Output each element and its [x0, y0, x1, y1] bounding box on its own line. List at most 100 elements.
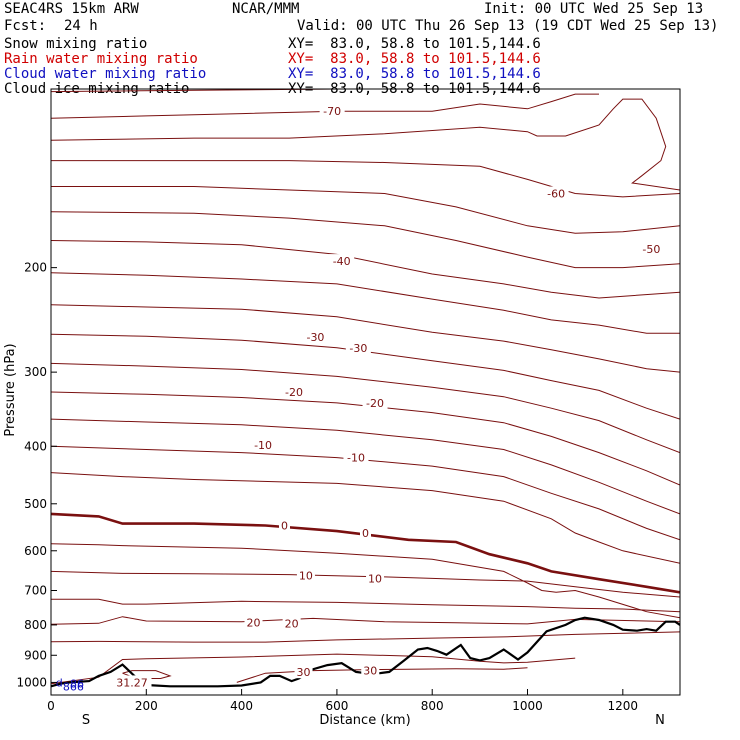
isotherm-line — [51, 362, 680, 454]
y-axis-label: Pressure (hPa) — [3, 343, 18, 436]
contour-label: 30 — [363, 665, 377, 678]
contour-label: 0 — [362, 527, 369, 540]
forecast-hours: 24 h — [64, 18, 98, 34]
isotherm-line — [51, 98, 680, 191]
isotherm-line — [51, 272, 680, 334]
contour-label-bg — [282, 616, 301, 630]
contour-label: 20 — [285, 617, 299, 630]
contour-label-bg — [112, 675, 152, 689]
contour-label: -30 — [349, 342, 367, 355]
isotherm-line — [51, 570, 680, 598]
contour-label: -60 — [547, 187, 565, 200]
field-cloud-water-xy: XY= 83.0, 58.8 to 101.5,144.6 — [288, 66, 541, 82]
y-axis-tick-label: 500 — [24, 497, 47, 511]
contour-label: -10 — [347, 452, 365, 465]
contour-label-bg — [296, 568, 315, 582]
contour-label-bg — [366, 571, 385, 585]
init-time: Init: 00 UTC Wed 25 Sep 13 — [484, 1, 704, 17]
cloud-water-label: 86 — [70, 678, 84, 691]
contour-label-bg — [250, 437, 276, 451]
contour-label-bg — [343, 450, 369, 464]
x-axis-north-label: N — [655, 713, 665, 728]
contour-label-bg — [360, 525, 371, 539]
contour-label: 10 — [299, 569, 313, 582]
contour-label: 31.27 — [116, 676, 148, 689]
contour-label: -30 — [306, 331, 324, 344]
contour-label-bg — [244, 615, 263, 629]
contour-label-bg — [329, 254, 355, 268]
contour-label-bg — [302, 330, 328, 344]
y-axis-tick-label: 300 — [24, 365, 47, 379]
isotherm-line — [51, 240, 680, 299]
isotherm-line — [51, 512, 680, 594]
isotherm-line — [51, 211, 680, 269]
contour-label: -70 — [323, 105, 341, 118]
contour-label: -40 — [333, 255, 351, 268]
contour-label: 0 — [281, 520, 288, 533]
field-snow-xy: XY= 83.0, 58.8 to 101.5,144.6 — [288, 36, 541, 52]
isotherm-contours — [51, 89, 680, 685]
isotherm-line — [51, 445, 680, 541]
x-axis-tick-label: 800 — [421, 699, 444, 713]
contour-label: -50 — [642, 243, 660, 256]
x-axis-tick-label: 200 — [135, 699, 158, 713]
field-rain-xy: XY= 83.0, 58.8 to 101.5,144.6 — [288, 51, 541, 67]
x-axis-tick-label: 1200 — [608, 699, 639, 713]
x-axis-label: Distance (km) — [319, 713, 410, 728]
x-axis-tick-label: 600 — [325, 699, 348, 713]
contour-label: 30 — [297, 666, 311, 679]
y-axis-tick-label: 1000 — [16, 675, 47, 689]
isotherm-line — [51, 543, 680, 619]
x-axis-south-label: S — [82, 713, 90, 728]
y-axis-tick-label: 400 — [24, 439, 47, 453]
isotherm-line — [236, 667, 528, 683]
y-axis-tick-label: 800 — [24, 618, 47, 632]
contour-label-bg — [543, 186, 569, 200]
x-axis-tick-label: 1000 — [512, 699, 543, 713]
isotherm-line — [51, 653, 576, 685]
field-rain-name: Rain water mixing ratio — [4, 51, 198, 67]
field-snow-name: Snow mixing ratio — [4, 36, 148, 52]
contour-label: -20 — [366, 397, 384, 410]
isotherm-line — [51, 93, 599, 119]
model-title: SEAC4RS 15km ARW — [4, 1, 139, 17]
org-title: NCAR/MMM — [232, 1, 300, 17]
isotherm-line — [51, 631, 680, 643]
isotherm-line — [51, 186, 680, 234]
contour-label: 20 — [247, 616, 261, 629]
contour-label-bg — [281, 384, 307, 398]
contour-label-bg — [361, 663, 380, 677]
y-axis-tick-label: 900 — [24, 648, 47, 662]
isotherm-line — [51, 304, 680, 373]
isotherm-line — [51, 418, 680, 515]
isotherm-line — [51, 89, 537, 93]
contour-label-bg — [638, 241, 664, 255]
contour-label-bg — [319, 104, 345, 118]
y-axis-tick-label: 600 — [24, 544, 47, 558]
contour-label: -20 — [285, 386, 303, 399]
isotherm-line — [51, 333, 680, 420]
contour-label-bg — [294, 665, 313, 679]
cloud-water-label: d — [56, 676, 63, 689]
axes: 0 200 400 600 800 1000 12001000900800700600500… — [16, 261, 638, 713]
isotherm-line — [51, 472, 680, 564]
isotherm-line — [51, 160, 680, 198]
contour-label-bg — [345, 340, 371, 354]
contour-labels: -70 -60 -50 -40 -30 -30 -20 -20 -10 -10 0 0 10 10 20 20… — [56, 104, 664, 693]
contour-label-bg — [278, 518, 290, 532]
x-axis-tick-label: 400 — [230, 699, 253, 713]
valid-time: Valid: 00 UTC Thu 26 Sep 13 (19 CDT Wed … — [297, 18, 719, 34]
field-cloud-water-name: Cloud water mixing ratio — [4, 66, 207, 82]
y-axis-tick-label: 700 — [24, 584, 47, 598]
isotherm-line — [51, 598, 680, 613]
cloud-water-label: 866 — [63, 680, 84, 693]
y-axis-tick-label: 200 — [24, 261, 47, 275]
isotherm-line — [51, 391, 680, 486]
x-axis-tick-label: 0 — [47, 699, 55, 713]
forecast-label: Fcst: — [4, 18, 47, 34]
contour-label: -10 — [254, 439, 272, 452]
plot-frame — [50, 88, 681, 696]
contour-label-bg — [362, 395, 388, 409]
contour-label: 10 — [368, 572, 382, 585]
